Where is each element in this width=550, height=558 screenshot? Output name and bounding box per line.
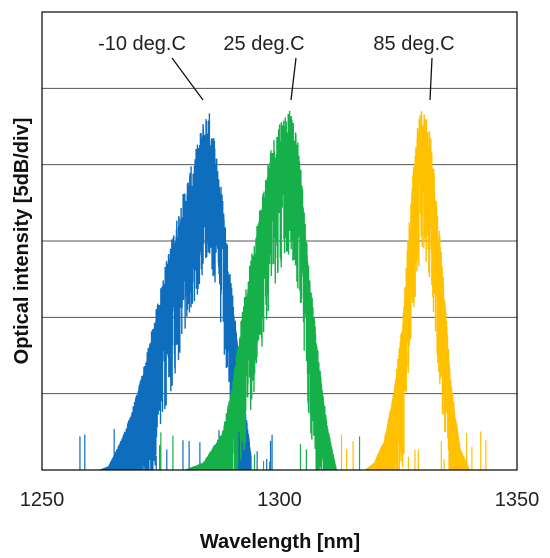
noise-floor [340,431,487,470]
series-2 [159,110,361,470]
annotation-layer: -10 deg.C 25 deg.C 85 deg.C [98,33,455,101]
annotation-label: -10 deg.C [98,33,186,55]
x-tick-label: 1350 [495,489,540,511]
series-1 [79,113,273,470]
series-line [98,113,252,470]
annotation-label: 25 deg.C [223,33,304,55]
series-layer [79,110,487,470]
x-tick-labels: 1250 1300 1350 [20,489,540,511]
series-line [364,111,471,470]
series-3 [340,111,487,470]
x-tick-label: 1250 [20,489,65,511]
annotation-label: 85 deg.C [373,33,454,55]
y-axis-title: Optical intensity [5dB/div] [11,118,33,365]
noise-floor [159,432,361,470]
annotation-leader [171,57,204,101]
annotation-leader [429,57,433,101]
series-line [184,110,338,470]
x-axis-title: Wavelength [nm] [200,531,360,553]
plot-frame [41,11,518,471]
annotation-leader [290,57,297,101]
x-tick-label: 1300 [257,489,302,511]
